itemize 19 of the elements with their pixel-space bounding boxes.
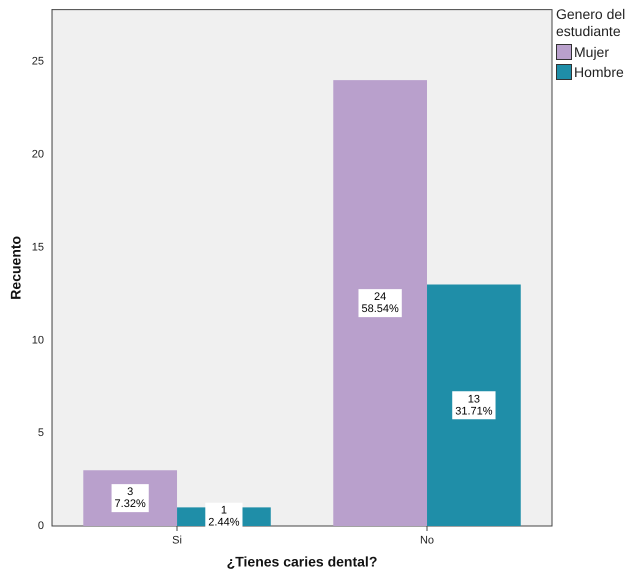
x-axis-title: ¿Tienes caries dental? xyxy=(226,553,378,570)
y-tick-label: 25 xyxy=(32,56,44,68)
y-axis-title: Recuento xyxy=(7,236,24,300)
legend-title: Genero del estudiante xyxy=(556,6,626,40)
legend-label: Mujer xyxy=(574,44,610,60)
y-tick-label: 5 xyxy=(38,427,44,440)
y-tick-label: 15 xyxy=(32,241,44,254)
data-label: 1 2.44% xyxy=(208,504,240,529)
y-tick-label: 20 xyxy=(32,148,44,161)
data-label: 13 31.71% xyxy=(455,393,493,418)
legend-label: Hombre xyxy=(574,64,624,80)
data-label: 3 7.32% xyxy=(114,486,146,510)
y-tick-label: 10 xyxy=(32,334,44,346)
y-tick-label: 0 xyxy=(38,520,44,532)
bar xyxy=(333,80,428,526)
x-tick-label: No xyxy=(420,534,434,547)
bar xyxy=(427,284,521,526)
x-tick-label: Si xyxy=(172,534,182,547)
data-label: 24 58.54% xyxy=(361,291,400,316)
